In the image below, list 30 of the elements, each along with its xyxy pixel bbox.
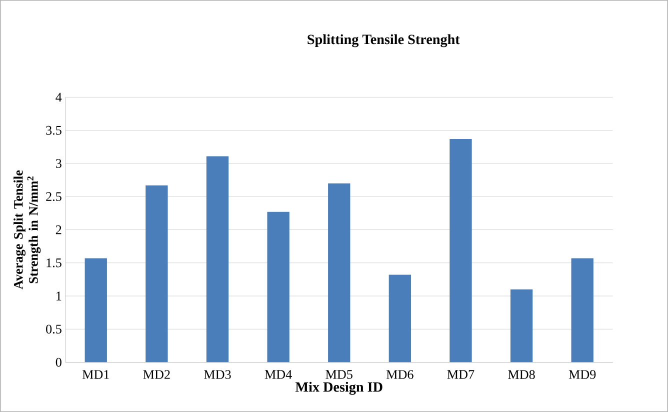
chart-title: Splitting Tensile Strenght — [308, 34, 460, 48]
y-tick-label: 0.5 — [46, 324, 62, 334]
x-tick-label: MD3 — [204, 370, 231, 379]
bar — [571, 258, 594, 362]
x-tick-label: MD7 — [447, 370, 474, 379]
bar — [328, 183, 350, 362]
y-tick-label: 1 — [56, 292, 62, 300]
bar — [388, 274, 412, 362]
x-tick-label: MD9 — [568, 370, 596, 379]
y-tick-label: 0 — [56, 358, 62, 367]
x-tick-label: MD2 — [143, 370, 170, 379]
bar — [146, 185, 168, 362]
bar — [450, 138, 472, 362]
y-tick-label: 1.5 — [46, 258, 62, 268]
bar — [510, 289, 533, 362]
x-tick-label: MD6 — [386, 370, 414, 379]
x-axis-title: Mix Design ID — [295, 382, 382, 395]
y-tick-label: 4 — [56, 92, 62, 102]
x-tick-label: MD1 — [82, 370, 109, 379]
y-tick-label: 2 — [56, 225, 62, 234]
y-tick-label: 2.5 — [46, 192, 62, 202]
x-tick-label: MD8 — [508, 370, 535, 379]
bar — [206, 156, 229, 362]
bar — [267, 212, 290, 362]
y-tick-label: 3 — [56, 159, 62, 168]
y-axis-title: Average Split Tensile Strength in N/mm$^{2}$ — [14, 170, 41, 290]
x-tick-label: MD4 — [264, 370, 292, 379]
x-tick-label: MD5 — [326, 370, 352, 379]
bar — [84, 258, 107, 362]
y-tick-label: 3.5 — [46, 126, 62, 135]
